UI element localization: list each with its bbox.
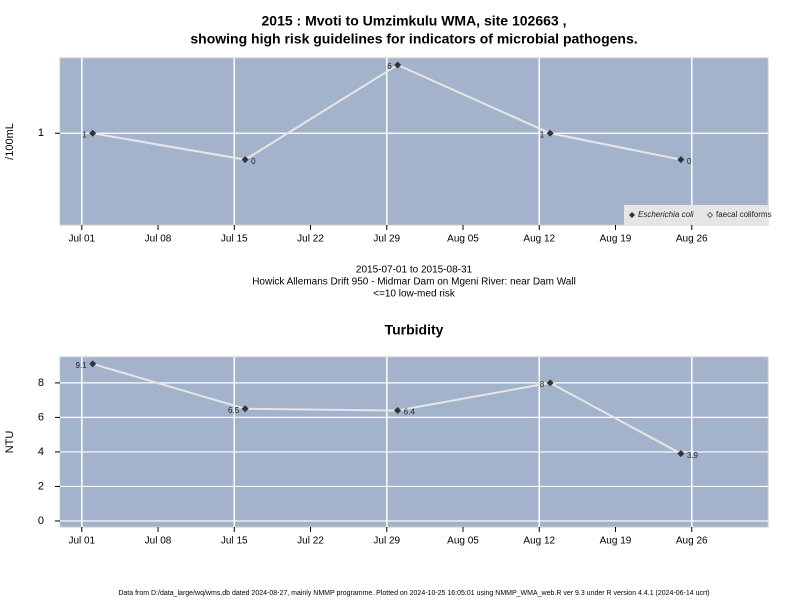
data-point bbox=[89, 129, 97, 137]
y-axis-label: /100mL bbox=[4, 123, 16, 160]
data-label: 1 bbox=[82, 130, 87, 139]
data-label: 0 bbox=[251, 157, 256, 166]
x-tick-label: Jul 29 bbox=[373, 536, 400, 547]
x-tick-label: Jul 08 bbox=[145, 234, 172, 245]
legend-box bbox=[624, 205, 768, 225]
x-tick-label: Aug 19 bbox=[600, 234, 632, 245]
x-tick-label: Jul 08 bbox=[145, 536, 172, 547]
data-point bbox=[241, 156, 249, 164]
data-point bbox=[89, 360, 97, 368]
x-tick-label: Aug 19 bbox=[600, 536, 632, 547]
y-tick-label: 1 bbox=[38, 127, 44, 139]
data-point bbox=[241, 405, 249, 413]
data-point bbox=[677, 156, 685, 164]
legend-marker bbox=[707, 212, 713, 218]
data-point bbox=[546, 129, 554, 137]
x-tick-label: Aug 26 bbox=[676, 536, 708, 547]
x-tick-label: Jul 15 bbox=[221, 234, 248, 245]
data-label: 3.9 bbox=[687, 451, 699, 460]
x-tick-label: Jul 22 bbox=[297, 536, 324, 547]
data-label: 6.4 bbox=[404, 408, 416, 417]
data-point bbox=[394, 61, 402, 69]
y-tick-label: 4 bbox=[38, 446, 44, 458]
data-label: 6 bbox=[387, 62, 392, 71]
y-tick-label: 2 bbox=[38, 480, 44, 492]
data-label: 0 bbox=[687, 157, 692, 166]
legend-marker bbox=[629, 212, 635, 218]
y-tick-label: 0 bbox=[38, 515, 44, 527]
data-point bbox=[677, 450, 685, 458]
x-tick-label: Jul 15 bbox=[221, 536, 248, 547]
annotation: Howick Allemans Drift 950 - Midmar Dam o… bbox=[252, 277, 576, 288]
y-tick-label: 8 bbox=[38, 377, 44, 389]
data-label: 9.1 bbox=[76, 361, 88, 370]
chart-subtitle: showing high risk guidelines for indicat… bbox=[190, 31, 637, 47]
x-tick-label: Aug 26 bbox=[676, 234, 708, 245]
chart-title: Turbidity bbox=[385, 322, 444, 338]
legend-label: Escherichia coli bbox=[638, 210, 694, 219]
footer: Data from D:/data_large/wq/wms.db dated … bbox=[118, 590, 709, 597]
x-tick-label: Aug 12 bbox=[523, 536, 555, 547]
data-point bbox=[394, 407, 402, 415]
x-tick-label: Jul 22 bbox=[297, 234, 324, 245]
annotation: <=10 low-med risk bbox=[373, 289, 456, 300]
legend-label: faecal coliforms bbox=[716, 210, 772, 219]
data-point bbox=[546, 379, 554, 387]
annotation: 2015-07-01 to 2015-08-31 bbox=[356, 265, 473, 276]
data-label: 8 bbox=[540, 380, 545, 389]
x-tick-label: Jul 01 bbox=[68, 234, 95, 245]
y-tick-label: 6 bbox=[38, 411, 44, 423]
data-label: 6.5 bbox=[228, 406, 240, 415]
plot-area bbox=[59, 356, 769, 528]
x-tick-label: Jul 01 bbox=[68, 536, 95, 547]
x-tick-label: Aug 05 bbox=[447, 234, 479, 245]
chart-title: 2015 : Mvoti to Umzimkulu WMA, site 1026… bbox=[262, 13, 567, 29]
x-tick-label: Aug 05 bbox=[447, 536, 479, 547]
x-tick-label: Jul 29 bbox=[373, 234, 400, 245]
x-tick-label: Aug 12 bbox=[523, 234, 555, 245]
y-axis-label: NTU bbox=[4, 431, 16, 454]
plot-area bbox=[59, 57, 769, 226]
data-label: 1 bbox=[540, 130, 545, 139]
